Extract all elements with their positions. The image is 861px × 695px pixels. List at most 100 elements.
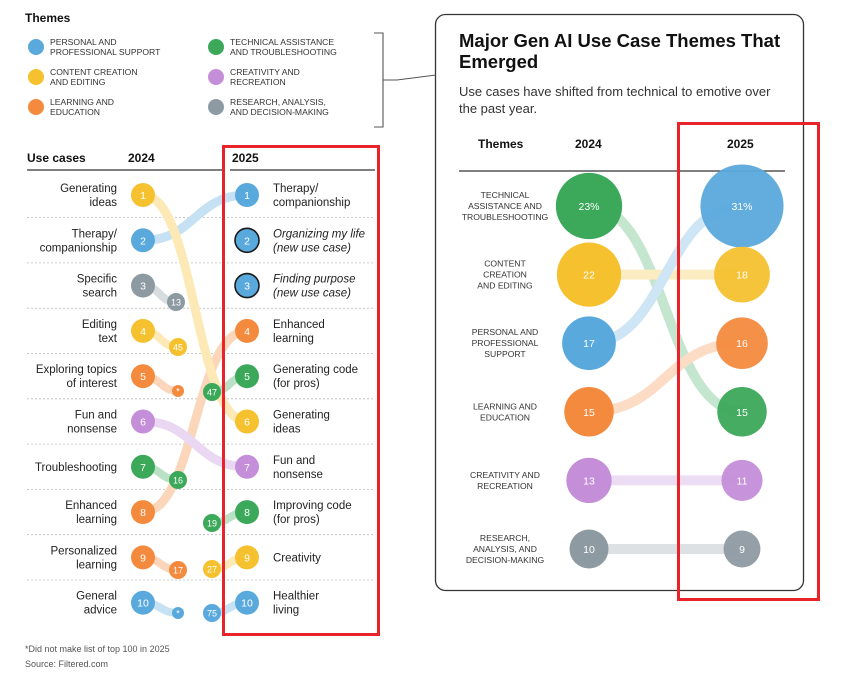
theme-label-line: PROFESSIONAL [472,338,539,348]
use-case-2025-label-line2: companionship [273,197,350,209]
use-case-2025-label: Generating code [273,364,358,376]
legend-title: Themes [25,11,71,25]
legend-swatch-creativity [208,69,224,85]
drop-marker [169,338,187,356]
rank-2024-circle [131,183,155,207]
use-case-2024-label-line2: learning [76,559,117,571]
rank-2024-number: 5 [140,371,146,383]
theme-label-line: CREATIVITY AND [470,470,540,480]
theme-label-line: EDUCATION [480,412,530,422]
legend-label-research-line2: AND DECISION-MAKING [230,107,329,117]
rank-2024-circle [131,409,155,434]
use-cases-bump-chart: Use cases 2024 2025471927751345*1617*1Gene… [27,145,380,636]
right-panel-frame [434,13,805,592]
use-case-2024-label-line2: advice [84,605,117,617]
use-case-2025-label-line2: (for pros) [273,514,320,526]
legend-label-learning-line2: EDUCATION [50,107,100,117]
rank-2024-number: 9 [140,552,146,564]
bubble-2025-value: 31% [731,201,752,213]
legend-connector [383,74,437,81]
rank-2024-number: 7 [140,462,146,474]
theme-label-line: CONTENT [484,259,526,269]
use-case-2025-label: Creativity [273,552,321,564]
bubble-2024 [566,457,612,504]
bubble-2024 [555,172,623,240]
use-case-2024-label: Specific [77,274,118,286]
rank-2025-circle [235,454,259,479]
bubble-2024 [564,387,614,437]
bubble-2025-value: 11 [737,475,748,487]
incoming-marker [203,604,221,622]
bubble-2025 [717,387,767,437]
highlight-box-2025-left [222,145,380,636]
legend-label-technical: TECHNICAL ASSISTANCE [230,37,334,47]
bubble-2025 [714,246,770,303]
drop-marker-label: 16 [173,476,183,486]
link-6 [138,190,252,426]
rank-2024-number: 4 [140,326,146,338]
incoming-marker-label: 19 [207,519,217,529]
link-7 [138,417,252,472]
bubble-2024-value: 10 [583,544,595,556]
legend-label-creativity-line2: RECREATION [230,77,286,87]
link-4 [138,326,252,517]
use-case-2024-label: General [76,591,117,603]
rank-2024-circle [131,590,155,615]
right-chart-title: Major Gen AI Use Case Themes That Emerge… [459,30,781,72]
right-chart-subtitle: Use cases have shifted from technical to… [459,84,771,116]
drop-marker [167,293,185,311]
bubble-2024 [556,242,622,307]
use-case-2024-label: Enhanced [65,500,117,512]
legend-label-learning: LEARNING AND [50,97,114,107]
rank-2024-number: 3 [140,281,146,293]
use-case-2025-label-line2: learning [273,333,314,345]
use-case-2025-label: Therapy/ [273,183,319,195]
incoming-marker-label: 27 [207,565,217,575]
legend-label-creativity: CREATIVITY AND [230,67,300,77]
rank-2025-number: 8 [244,507,250,519]
left-header-2025: 2025 [232,151,259,165]
left-links [138,190,252,617]
rank-2025-number: 7 [244,462,250,474]
use-case-2025-label: Generating [273,410,330,422]
use-case-2024-label-line2: of interest [67,378,118,390]
use-case-2025-label: Enhanced [273,319,325,331]
use-case-2025-label: Fun and [273,455,315,467]
rank-2025-circle [234,272,260,299]
drop-marker-label: 13 [171,298,181,308]
drop-marker-label: * [176,387,180,397]
drop-marker [169,561,187,579]
legend-label-personal-line2: PROFESSIONAL SUPPORT [50,47,161,57]
bubble-2025 [723,530,761,568]
rank-2025-circle [235,409,259,434]
use-case-2024-label: Exploring topics [36,364,117,376]
footnote: *Did not make list of top 100 in 2025 [25,644,170,654]
use-case-2025-label-line2: nonsense [273,469,323,481]
use-case-2024-label-line2: ideas [90,197,118,209]
use-case-2025-label: Improving code [273,500,352,512]
theme-label-line: DECISION-MAKING [466,555,545,565]
legend-bracket [374,32,384,128]
rank-2025-number: 10 [241,598,253,610]
theme-label-line: TECHNICAL [481,190,530,200]
rank-2024-number: 8 [140,507,146,519]
rank-2024-circle [131,273,155,298]
source-note: Source: Filtered.com [25,659,109,669]
incoming-marker-label: 47 [207,388,217,398]
left-header-2024: 2024 [128,151,155,165]
bubble-2025 [716,317,768,370]
use-case-2025-label: Finding purpose [273,274,355,286]
rank-2025-number: 9 [244,552,250,564]
use-case-2025-label-line2: (new use case) [273,288,351,300]
rank-2025-number: 1 [244,190,250,202]
drop-marker [169,471,187,489]
theme-label-line: SUPPORT [484,349,526,359]
use-case-2024-label-line2: search [82,288,117,300]
legend-swatch-research [208,99,224,115]
theme-label-line: TROUBLESHOOTING [462,212,549,222]
use-case-2024-label: Editing [82,319,117,331]
incoming-marker [203,514,221,532]
drop-marker-label: * [176,609,180,619]
rank-2024-number: 1 [140,190,146,202]
